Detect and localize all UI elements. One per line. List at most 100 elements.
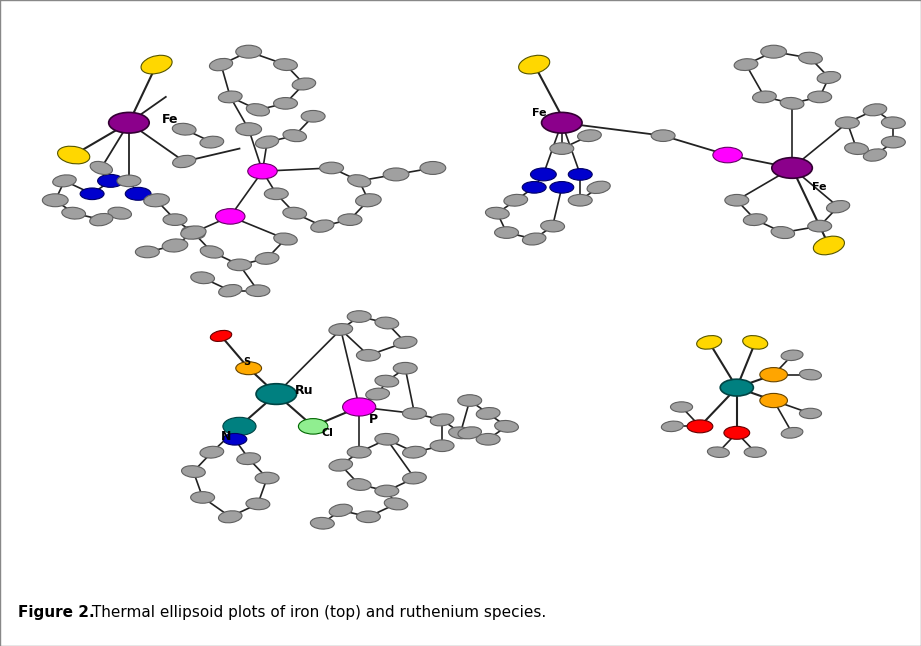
Ellipse shape — [687, 420, 713, 433]
Ellipse shape — [568, 169, 592, 180]
Ellipse shape — [495, 421, 519, 432]
Ellipse shape — [218, 284, 242, 297]
Ellipse shape — [283, 207, 307, 219]
Ellipse shape — [310, 517, 334, 529]
Ellipse shape — [881, 117, 905, 129]
Ellipse shape — [845, 143, 869, 154]
Ellipse shape — [734, 59, 758, 70]
Ellipse shape — [246, 103, 270, 116]
Ellipse shape — [760, 393, 787, 408]
Ellipse shape — [144, 194, 169, 207]
Ellipse shape — [577, 130, 601, 141]
Ellipse shape — [109, 112, 149, 133]
Text: Cl: Cl — [321, 428, 332, 438]
Ellipse shape — [310, 220, 334, 233]
Ellipse shape — [347, 311, 371, 322]
Ellipse shape — [430, 440, 454, 452]
Ellipse shape — [181, 226, 205, 239]
Ellipse shape — [218, 511, 242, 523]
Ellipse shape — [587, 181, 611, 194]
Ellipse shape — [223, 433, 247, 445]
Ellipse shape — [356, 194, 381, 207]
Ellipse shape — [200, 245, 224, 258]
Ellipse shape — [744, 447, 766, 457]
Ellipse shape — [707, 447, 729, 457]
Ellipse shape — [550, 143, 574, 154]
Ellipse shape — [236, 45, 262, 58]
Ellipse shape — [108, 207, 132, 219]
Ellipse shape — [742, 335, 768, 349]
Ellipse shape — [817, 72, 841, 83]
Ellipse shape — [402, 446, 426, 458]
Ellipse shape — [384, 498, 408, 510]
Ellipse shape — [760, 368, 787, 382]
Ellipse shape — [135, 246, 159, 258]
Text: Fe: Fe — [162, 113, 179, 126]
Ellipse shape — [301, 110, 325, 122]
Ellipse shape — [236, 123, 262, 136]
Ellipse shape — [236, 362, 262, 375]
Ellipse shape — [162, 239, 188, 252]
Text: P: P — [368, 413, 378, 426]
Ellipse shape — [347, 446, 371, 458]
Ellipse shape — [264, 188, 288, 200]
Ellipse shape — [522, 182, 546, 193]
Ellipse shape — [181, 226, 206, 239]
Ellipse shape — [670, 402, 693, 412]
Ellipse shape — [89, 213, 113, 226]
Ellipse shape — [781, 428, 803, 438]
Ellipse shape — [781, 350, 803, 360]
Ellipse shape — [255, 472, 279, 484]
Ellipse shape — [835, 117, 859, 129]
Ellipse shape — [458, 427, 482, 439]
Ellipse shape — [52, 175, 76, 187]
Ellipse shape — [366, 388, 390, 400]
Ellipse shape — [550, 182, 574, 193]
Ellipse shape — [117, 175, 141, 187]
Ellipse shape — [248, 163, 277, 179]
Ellipse shape — [62, 207, 86, 219]
Ellipse shape — [799, 52, 822, 64]
Ellipse shape — [826, 200, 850, 213]
Text: Figure 2.: Figure 2. — [18, 605, 95, 620]
Ellipse shape — [141, 56, 172, 74]
Ellipse shape — [485, 207, 509, 219]
Ellipse shape — [191, 272, 215, 284]
Ellipse shape — [209, 58, 233, 71]
Ellipse shape — [761, 45, 787, 58]
Ellipse shape — [42, 194, 68, 207]
Ellipse shape — [420, 162, 446, 174]
Ellipse shape — [338, 214, 362, 225]
Ellipse shape — [256, 384, 297, 404]
Ellipse shape — [881, 136, 905, 148]
Ellipse shape — [172, 123, 196, 135]
Ellipse shape — [375, 317, 399, 329]
Ellipse shape — [246, 285, 270, 297]
Ellipse shape — [347, 174, 371, 187]
Ellipse shape — [320, 162, 344, 174]
Ellipse shape — [863, 104, 887, 116]
Ellipse shape — [495, 227, 519, 238]
Ellipse shape — [216, 209, 245, 224]
Ellipse shape — [80, 188, 104, 200]
Text: Fe: Fe — [812, 182, 827, 193]
Ellipse shape — [125, 187, 151, 200]
Ellipse shape — [430, 414, 454, 426]
Ellipse shape — [393, 362, 417, 374]
Ellipse shape — [329, 504, 353, 517]
Ellipse shape — [651, 130, 675, 141]
Ellipse shape — [402, 472, 426, 484]
Ellipse shape — [274, 59, 297, 70]
Ellipse shape — [799, 370, 822, 380]
Ellipse shape — [375, 485, 399, 497]
Ellipse shape — [343, 398, 376, 416]
Ellipse shape — [274, 98, 297, 109]
Ellipse shape — [720, 379, 753, 396]
Ellipse shape — [292, 78, 316, 90]
Ellipse shape — [218, 91, 242, 103]
Ellipse shape — [255, 136, 279, 149]
Ellipse shape — [58, 146, 89, 164]
Ellipse shape — [661, 421, 683, 432]
Ellipse shape — [393, 337, 417, 348]
Ellipse shape — [813, 236, 845, 255]
